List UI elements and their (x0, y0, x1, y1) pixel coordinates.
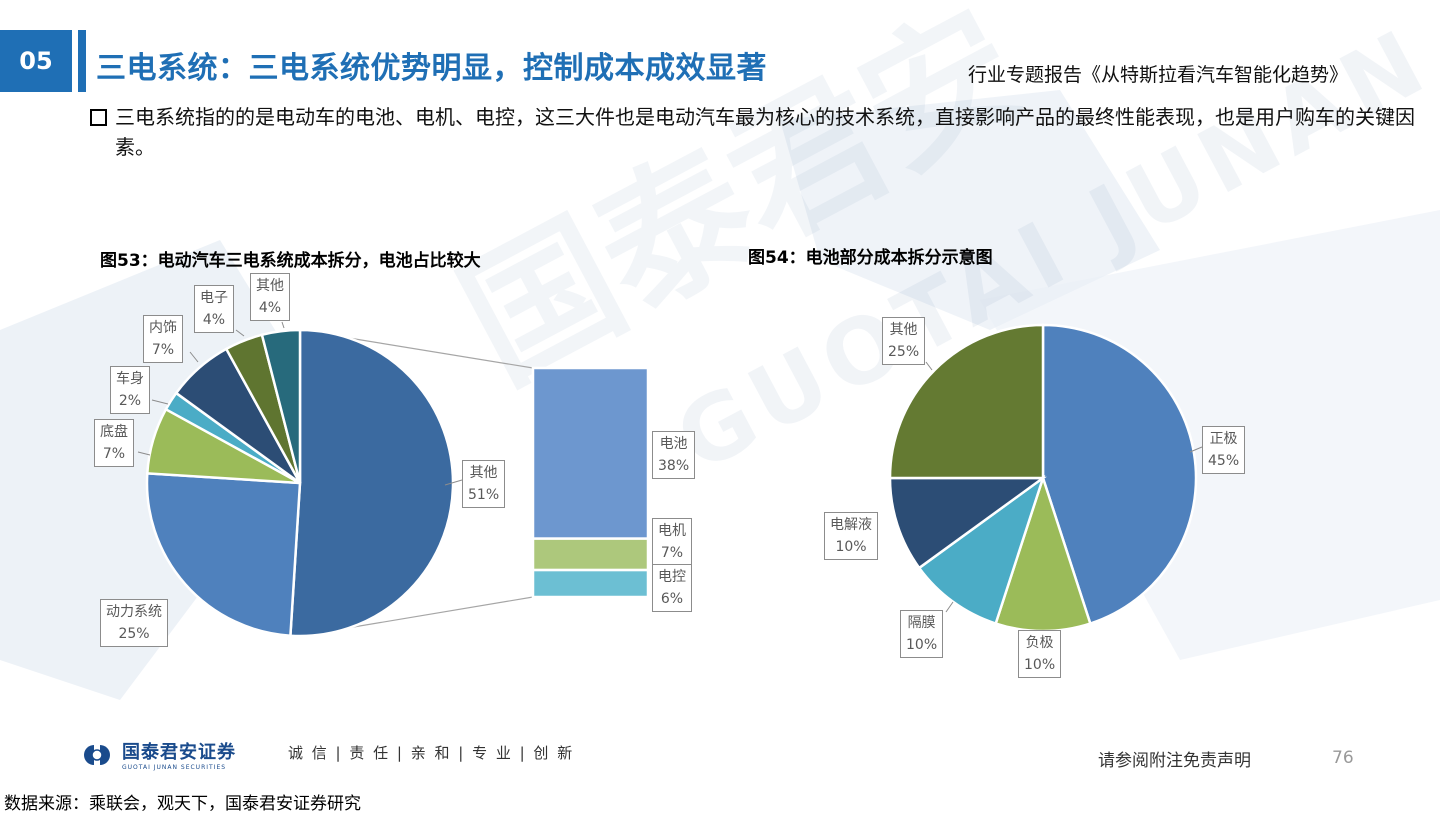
disclaimer-note: 请参阅附注免责声明 (1098, 751, 1251, 771)
pie2-slice-3 (888, 476, 1047, 570)
pie1-label-body: 车身 2% (110, 366, 150, 414)
pie1-label-other-4: 其他 4% (250, 273, 290, 321)
pie1-slice-0 (289, 328, 455, 638)
pie1-leader-electronics (235, 329, 245, 337)
figure-53-title: 图53：电动汽车三电系统成本拆分，电池占比较大 (100, 251, 481, 271)
pie1-leader-interior (189, 351, 199, 363)
bar-label-motor: 电机 7% (652, 518, 692, 566)
bullet-text: 三电系统指的的是电动车的电池、电机、电控，这三大件也是电动汽车最为核心的技术系统… (115, 105, 1415, 159)
pie2-slice-0 (1041, 323, 1198, 626)
slide: 国泰君安 GUOTAI JUNAN 05 三电系统：三电系统优势明显，控制成本成… (0, 0, 1440, 771)
pie1-leader-body (151, 399, 169, 405)
pie2-leader-cathode (1189, 446, 1203, 453)
breakdown-bar-segment-2 (531, 568, 650, 599)
pie2-leader-other (925, 361, 933, 371)
pie2-slice-4 (888, 323, 1045, 480)
pie1-label-electronics: 电子 4% (194, 285, 234, 333)
pie2-label-cathode: 正极 45% (1202, 426, 1246, 474)
bar-label-controller: 电控 6% (652, 564, 692, 612)
breakdown-bar-segment-1 (531, 537, 650, 572)
pie1-label-interior: 内饰 7% (143, 315, 183, 363)
pie1-label-other-51: 其他 51% (462, 460, 506, 508)
company-motto: 诚 信 | 责 任 | 亲 和 | 专 业 | 创 新 (288, 744, 575, 762)
title-accent-bar (78, 30, 86, 92)
pie2-label-separator: 隔膜 10% (900, 610, 944, 658)
data-source: 数据来源：乘联会，观天下，国泰君安证券研究 (4, 794, 361, 814)
pie1-label-powertrain: 动力系统 25% (100, 599, 168, 647)
pie1-leader-other-4 (281, 321, 285, 329)
page-title: 三电系统：三电系统优势明显，控制成本成效显著 (96, 51, 767, 86)
pie2-label-anode: 负极 10% (1018, 630, 1062, 678)
pie1-slice-1 (145, 472, 302, 638)
pie1-leader-other-51 (444, 479, 463, 486)
bullet-square-icon (90, 109, 107, 126)
pie2-label-electrolyte: 电解液 10% (824, 512, 878, 560)
pie1-label-chassis: 底盘 7% (94, 419, 134, 467)
charts-canvas (137, 321, 1203, 638)
breakdown-bar-segment-0 (531, 366, 650, 540)
logo-text-cn: 国泰君安证券 (122, 742, 236, 763)
figure-54-title: 图54：电池部分成本拆分示意图 (748, 248, 993, 268)
pie2-slice-2 (917, 474, 1046, 626)
company-logo: 国泰君安证券 GUOTAI JUNAN SECURITIES (80, 738, 236, 771)
page-number: 76 (1332, 748, 1354, 768)
pie1-leader-chassis (137, 451, 151, 456)
pie1-slice-6 (260, 328, 302, 484)
pie2-leader-separator (945, 601, 954, 613)
guotai-junan-logo-icon (84, 744, 110, 765)
pie2-label-other: 其他 25% (882, 317, 926, 365)
bar-label-battery: 电池 38% (652, 431, 696, 479)
report-name: 行业专题报告《从特斯拉看汽车智能化趋势》 (968, 64, 1349, 86)
section-number: 05 (0, 30, 72, 92)
logo-text-en: GUOTAI JUNAN SECURITIES (122, 764, 227, 771)
